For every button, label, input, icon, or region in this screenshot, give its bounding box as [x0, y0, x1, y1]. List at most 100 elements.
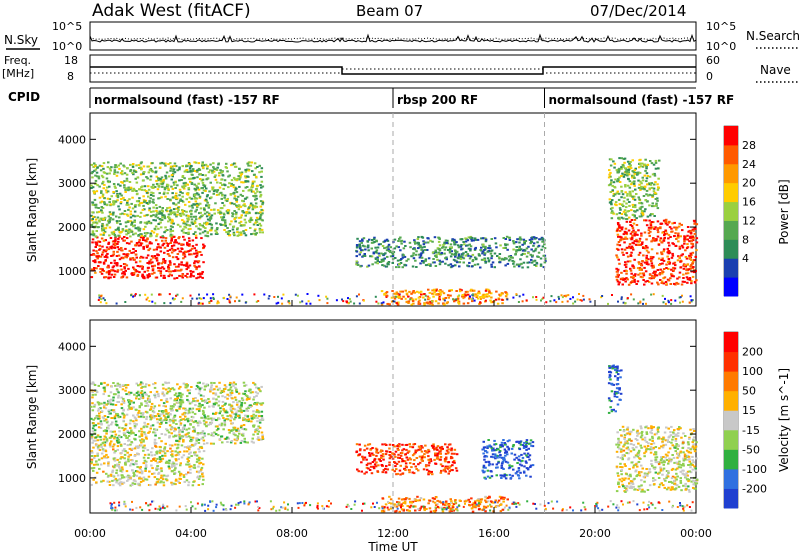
- data-cell: [146, 274, 149, 277]
- data-cell: [251, 182, 255, 185]
- data-cell: [153, 441, 157, 444]
- data-cell: [192, 397, 195, 400]
- data-cell: [216, 425, 219, 428]
- data-cell: [232, 432, 235, 435]
- data-cell: [166, 192, 169, 195]
- data-cell: [496, 255, 499, 257]
- data-cell: [250, 186, 253, 189]
- data-cell: [131, 482, 135, 485]
- data-cell: [179, 474, 182, 477]
- data-cell: [150, 464, 153, 467]
- data-cell: [488, 291, 491, 294]
- data-cell: [193, 451, 196, 454]
- data-cell: [144, 225, 147, 228]
- data-cell: [115, 174, 119, 177]
- data-cell: [115, 479, 119, 482]
- data-cell: [99, 407, 102, 410]
- data-cell: [506, 243, 509, 246]
- data-cell: [195, 197, 199, 200]
- data-cell: [209, 390, 212, 393]
- data-cell: [194, 200, 198, 203]
- data-cell: [625, 232, 628, 235]
- data-cell: [450, 250, 453, 253]
- data-cell: [162, 387, 165, 390]
- data-cell: [196, 261, 200, 264]
- data-cell: [221, 218, 224, 221]
- data-cell: [222, 428, 225, 431]
- data-cell: [645, 165, 648, 168]
- data-cell: [243, 203, 246, 206]
- data-cell: [255, 409, 259, 412]
- data-cell: [151, 467, 154, 470]
- data-cell: [536, 241, 539, 244]
- data-cell: [176, 293, 179, 296]
- data-cell: [628, 165, 632, 168]
- data-cell: [634, 167, 637, 170]
- data-cell: [160, 196, 163, 199]
- data-cell: [102, 180, 105, 183]
- data-cell: [542, 240, 546, 243]
- data-cell: [229, 386, 233, 389]
- data-cell: [417, 243, 420, 246]
- velocity-data-cells: [90, 364, 699, 513]
- data-cell: [179, 198, 182, 201]
- data-cell: [93, 182, 97, 185]
- data-cell: [139, 412, 143, 415]
- data-cell: [494, 298, 498, 301]
- data-cell: [179, 462, 182, 465]
- data-cell: [179, 269, 182, 272]
- data-cell: [226, 298, 229, 300]
- data-cell: [149, 427, 152, 430]
- data-cell: [147, 261, 151, 264]
- data-cell: [203, 432, 206, 435]
- data-cell: [478, 254, 481, 257]
- data-cell: [622, 165, 625, 168]
- data-cell: [246, 180, 250, 183]
- data-cell: [193, 262, 196, 265]
- data-cell: [190, 408, 193, 411]
- data-cell: [91, 238, 95, 241]
- data-cell: [299, 301, 302, 304]
- data-cell: [612, 181, 616, 184]
- data-cell: [167, 270, 171, 273]
- data-cell: [473, 237, 477, 240]
- data-cell: [239, 426, 243, 429]
- data-cell: [385, 296, 388, 298]
- data-cell: [205, 215, 209, 218]
- data-cell: [167, 242, 170, 245]
- data-cell: [101, 268, 104, 271]
- data-cell: [259, 200, 263, 203]
- data-cell: [612, 160, 615, 163]
- data-cell: [259, 390, 262, 393]
- data-cell: [678, 271, 682, 274]
- data-cell: [360, 249, 363, 252]
- data-cell: [260, 167, 264, 170]
- data-cell: [441, 260, 444, 263]
- data-cell: [675, 238, 678, 240]
- data-cell: [107, 394, 111, 397]
- data-cell: [572, 296, 574, 299]
- data-cell: [109, 473, 113, 476]
- data-cell: [667, 279, 671, 282]
- data-cell: [102, 162, 106, 165]
- data-cell: [635, 217, 638, 220]
- data-cell: [184, 407, 187, 410]
- data-cell: [210, 227, 213, 230]
- data-cell: [190, 455, 193, 457]
- data-cell: [242, 424, 246, 426]
- data-cell: [621, 251, 624, 254]
- data-cell: [226, 209, 230, 211]
- data-cell: [683, 236, 686, 239]
- data-cell: [691, 251, 695, 254]
- data-cell: [112, 253, 115, 256]
- data-cell: [143, 208, 146, 211]
- data-cell: [91, 186, 95, 189]
- data-cell: [629, 232, 633, 235]
- data-cell: [131, 189, 134, 192]
- data-cell: [240, 171, 244, 174]
- data-cell: [167, 213, 171, 216]
- data-cell: [173, 263, 176, 266]
- data-cell: [97, 426, 101, 429]
- data-cell: [97, 409, 100, 412]
- data-cell: [169, 397, 172, 400]
